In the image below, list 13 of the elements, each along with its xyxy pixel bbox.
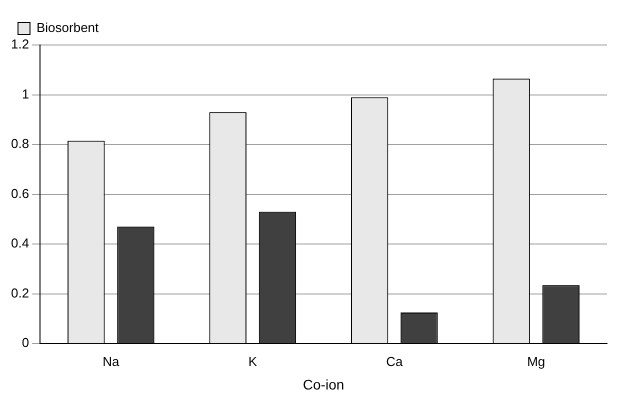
x-tick-label: K [248, 354, 258, 369]
y-tick-label: 0.8 [10, 136, 30, 152]
y-tick-label: 0.2 [10, 285, 30, 300]
legend-label: Biosorbent [36, 20, 100, 36]
x-tick-label: Mg [527, 354, 546, 369]
y-tick-label: 0 [22, 335, 30, 350]
x-axis-title: Co-ion [302, 376, 344, 392]
y-tick-label: 1.2 [10, 36, 30, 52]
y-tick-label: 0.6 [10, 186, 30, 201]
x-tick-label: Na [102, 354, 120, 369]
y-tick-label: 1 [22, 86, 30, 102]
x-tick-label: Ca [386, 354, 404, 369]
y-tick-label: 0.4 [10, 236, 30, 251]
